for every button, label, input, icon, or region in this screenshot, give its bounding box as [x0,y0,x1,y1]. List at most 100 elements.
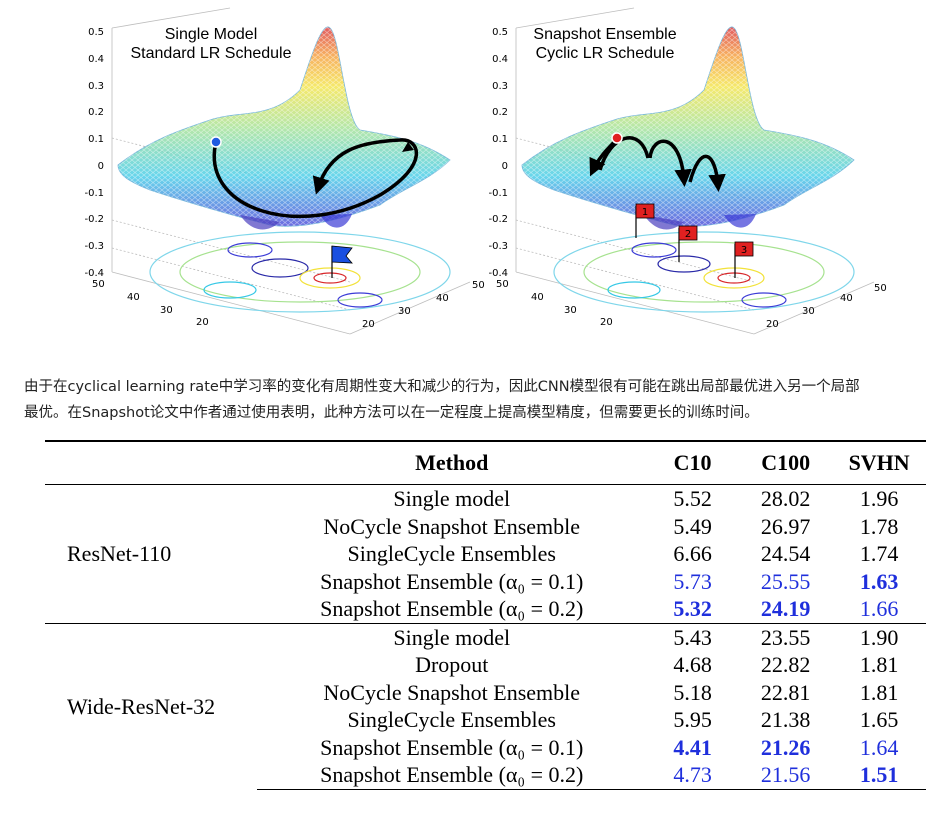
svhn-cell: 1.66 [859,596,899,621]
left-z-tick: -0.1 [84,188,104,199]
right-x-tick: 50 [496,279,509,290]
svhn-cell: 1.51 [832,761,926,790]
table-row: Snapshot Ensemble (α₀ = 0.1) 4.41 21.26 … [45,734,926,762]
right-x-tick: 30 [564,305,577,316]
flag-label-2: 2 [685,229,691,240]
right-plot-title: Snapshot Ensemble Cyclic LR Schedule [533,26,676,62]
c10-cell: 5.32 [673,596,712,621]
c100-cell: 25.55 [760,568,811,594]
svhn-cell: 1.96 [859,486,899,511]
header-c10: C10 [646,440,739,485]
right-snapshot-flags: 1 2 3 [635,203,754,278]
right-x-tick: 20 [600,317,613,328]
method-cell: Single model [393,486,511,511]
right-z-tick: 0.3 [492,81,508,92]
left-x-tick: 20 [196,317,209,328]
wideresnet32-group: Wide-ResNet-32 Single model 5.43 23.55 1… [45,622,926,790]
right-title-line1: Snapshot Ensemble [533,26,676,43]
table-row: NoCycle Snapshot Ensemble 5.49 26.97 1.7… [45,513,926,541]
table-row: Snapshot Ensemble (α₀ = 0.2) 4.73 21.56 … [45,761,926,790]
right-z-ticks: 0.5 0.4 0.3 0.2 0.1 0 -0.1 -0.2 -0.3 -0.… [488,27,508,279]
left-title-line2: Standard LR Schedule [131,45,292,62]
c100-cell: 21.26 [760,734,811,760]
table-row: NoCycle Snapshot Ensemble 5.18 22.81 1.8… [45,679,926,707]
c10-cell: 4.41 [673,734,712,760]
method-cell: SingleCycle Ensembles [347,707,556,732]
arch-label: Wide-ResNet-32 [45,622,258,789]
left-y-tick: 20 [362,319,375,330]
c10-cell: 6.66 [673,541,712,566]
right-z-tick: -0.2 [488,214,508,225]
table-row: Dropout 4.68 22.82 1.81 [45,651,926,679]
table-row: SingleCycle Ensembles 5.95 21.38 1.65 [45,706,926,734]
svhn-cell: 1.81 [859,652,899,677]
method-cell: NoCycle Snapshot Ensemble [323,513,581,539]
left-z-tick: 0.4 [88,54,104,65]
left-title-line1: Single Model [165,26,258,43]
caption-line-2: 最优。在Snapshot论文中作者通过使用表明，此种方法可以在一定程度上提高模型… [24,405,759,421]
left-x-tick: 30 [160,305,173,316]
left-z-tick: -0.2 [84,214,104,225]
c100-cell: 26.97 [760,513,811,539]
method-cell: Single model [257,622,647,651]
c10-cell: 5.73 [673,568,712,594]
table-row: Wide-ResNet-32 Single model 5.43 23.55 1… [45,622,926,789]
right-title-line2: Cyclic LR Schedule [536,45,675,62]
right-z-tick: 0 [502,161,508,172]
right-z-tick: 0.2 [492,107,508,118]
left-z-tick: -0.3 [84,241,104,252]
left-y-tick: 50 [472,280,485,291]
c10-cell: 5.18 [673,679,712,705]
c10-cell: 5.95 [673,707,712,732]
method-cell: Dropout [415,652,489,677]
c100-cell: 21.38 [760,707,811,732]
resnet110-group: ResNet-110 Single model 5.52 28.02 1.96 … [45,485,926,624]
right-z-tick: -0.4 [488,268,508,279]
left-surface [117,26,451,230]
left-x-tick: 50 [92,279,105,290]
right-xy-ticks: 50 40 30 20 50 40 30 20 [496,279,887,330]
left-xy-ticks: 50 40 30 20 50 40 30 20 [92,279,485,330]
flag-label-1: 1 [642,207,648,218]
svhn-cell: 1.81 [859,679,899,705]
left-z-tick: -0.4 [84,268,104,279]
loss-surface-svg: 0.5 0.4 0.3 0.2 0.1 0 -0.1 -0.2 -0.3 -0.… [84,7,887,335]
svhn-cell: 1.63 [859,568,899,594]
c100-cell: 22.81 [760,679,811,705]
snapshot-flag-2: 2 [678,225,698,262]
left-plot: 0.5 0.4 0.3 0.2 0.1 0 -0.1 -0.2 -0.3 -0.… [84,7,485,335]
c100-cell: 22.82 [760,652,811,677]
flag-label-3: 3 [741,245,747,256]
snapshot-flag-1: 1 [635,203,655,238]
c100-cell: 21.56 [739,761,833,790]
c10-cell: 4.68 [673,652,712,677]
results-table: Method C10 C100 SVHN ResNet-110 Single m… [45,440,926,790]
left-y-tick: 40 [436,293,449,304]
right-z-tick: 0.4 [492,54,508,65]
snapshot-flag-3: 3 [734,241,754,278]
right-z-tick: 0.1 [492,134,508,145]
method-cell: Snapshot Ensemble (α₀ = 0.2) [320,596,584,621]
method-cell: Snapshot Ensemble (α₀ = 0.1) [320,734,584,760]
header-method: Method [257,440,647,485]
caption-line-1: 由于在cyclical learning rate中学习率的变化有周期性变大和减… [24,379,860,395]
header-c100: C100 [739,440,833,485]
method-cell: Snapshot Ensemble (α₀ = 0.1) [320,568,584,594]
table-row: Snapshot Ensemble (α₀ = 0.1) 5.73 25.55 … [45,568,926,596]
left-z-tick: 0.2 [88,107,104,118]
arch-label: ResNet-110 [67,541,172,566]
left-minimum-flag [331,245,353,278]
left-z-tick: 0.1 [88,134,104,145]
explanatory-paragraph: 由于在cyclical learning rate中学习率的变化有周期性变大和减… [24,374,934,426]
right-trajectory [589,132,726,192]
right-z-tick: 0.5 [492,27,508,38]
right-z-tick: -0.1 [488,188,508,199]
right-surface [521,26,855,230]
right-plot: 0.5 0.4 0.3 0.2 0.1 0 -0.1 -0.2 -0.3 -0.… [488,7,887,335]
svhn-cell: 1.90 [832,622,926,651]
header-svhn: SVHN [832,440,926,485]
c100-cell: 28.02 [760,486,811,511]
svhn-cell: 1.64 [859,734,899,760]
method-cell: NoCycle Snapshot Ensemble [323,679,581,705]
right-y-tick: 40 [840,293,853,304]
